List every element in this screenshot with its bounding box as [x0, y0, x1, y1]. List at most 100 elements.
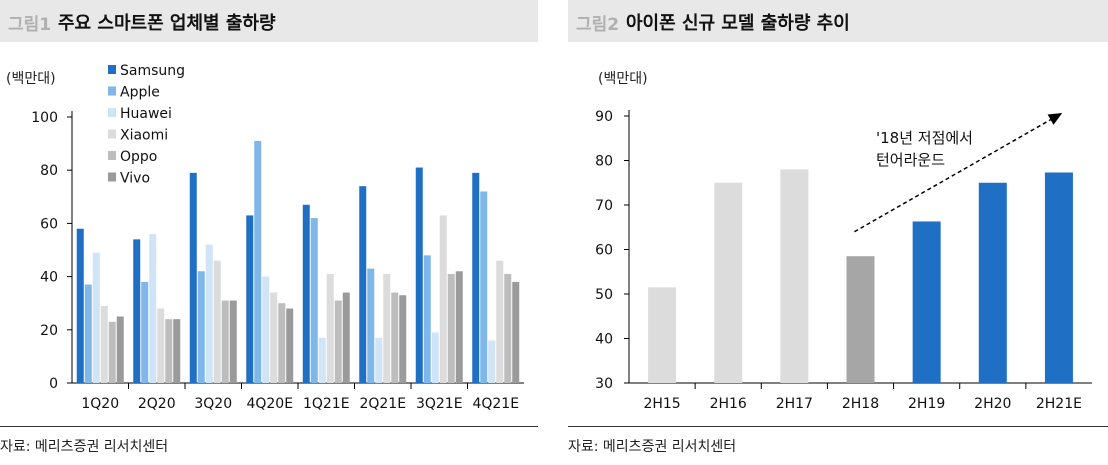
- figure-2-source: 자료: 메리츠증권 리서치센터: [568, 439, 737, 455]
- bar-xiaomi: [100, 305, 108, 383]
- legend-swatch-apple: [108, 86, 116, 96]
- x-tick-label: 1Q20: [81, 396, 119, 412]
- bar-apple: [141, 281, 149, 383]
- y-tick-label: 100: [31, 110, 58, 126]
- bar-xiaomi: [383, 273, 391, 383]
- x-tick-label: 4Q20E: [246, 396, 293, 412]
- y-tick-label: 70: [595, 198, 613, 214]
- y-tick-label: 20: [40, 323, 58, 339]
- bar-2h15: [648, 287, 677, 383]
- figure-1-unit: (백만대): [6, 71, 56, 87]
- bar-samsung: [76, 228, 84, 383]
- figure-1-title-bar: 그림1 주요 스마트폰 업체별 출하량: [0, 0, 538, 42]
- y-tick-label: 30: [595, 376, 613, 392]
- x-tick-label: 3Q20: [194, 396, 232, 412]
- bar-huawei: [375, 337, 383, 383]
- legend-swatch-samsung: [108, 65, 116, 74]
- bar-oppo: [334, 300, 342, 383]
- bar-apple: [197, 271, 205, 383]
- bar-samsung: [359, 186, 367, 383]
- legend-label-huawei: Huawei: [120, 106, 172, 122]
- x-tick-label: 3Q21E: [416, 396, 463, 412]
- bar-oppo: [108, 321, 116, 383]
- bar-vivo: [173, 319, 181, 383]
- bar-apple: [367, 268, 375, 383]
- legend-swatch-oppo: [108, 151, 116, 160]
- y-tick-label: 90: [595, 109, 613, 125]
- annotation-line: '18년 저점에서: [876, 129, 973, 147]
- trend-arrow: [854, 113, 1063, 233]
- x-tick-label: 4Q21E: [472, 396, 519, 412]
- bar-2h21e: [1044, 172, 1073, 383]
- bar-samsung: [133, 239, 141, 383]
- bar-2h18: [846, 256, 875, 383]
- bar-apple: [254, 140, 262, 383]
- figure-2-chart: 30 40 50 60 70 80 90 2H15 2H16 2H17 2H18 2H19 2H20 2H…: [595, 109, 1092, 412]
- bar-apple: [84, 284, 92, 383]
- bar-oppo: [221, 300, 229, 383]
- bar-vivo: [286, 308, 294, 383]
- figure-1-source: 자료: 메리츠증권 리서치센터: [0, 439, 169, 455]
- figure-2-title: 아이폰 신규 모델 출하량 추이: [626, 13, 850, 34]
- bar-vivo: [399, 295, 407, 383]
- figure-1-number: 그림1: [8, 15, 52, 35]
- figure-2-title-bar: 그림2 아이폰 신규 모델 출하량 추이: [568, 0, 1108, 42]
- bar-samsung: [189, 172, 197, 383]
- legend-label-oppo: Oppo: [120, 149, 157, 165]
- bar-samsung: [302, 204, 310, 383]
- x-tick-label: 2Q21E: [359, 396, 406, 412]
- bar-vivo: [229, 300, 237, 383]
- bar-apple: [480, 191, 488, 383]
- bar-huawei: [431, 332, 439, 383]
- bar-huawei: [205, 244, 213, 383]
- bar-samsung: [415, 167, 423, 383]
- x-tick-label: 2H17: [776, 396, 813, 412]
- figure-2-number: 그림2: [576, 15, 620, 35]
- x-tick-label: 2H21E: [1036, 396, 1082, 412]
- legend-label-xiaomi: Xiaomi: [120, 128, 168, 144]
- legend-label-apple: Apple: [120, 85, 160, 101]
- x-tick-label: 2H16: [710, 396, 747, 412]
- bar-huawei: [92, 252, 100, 383]
- x-tick-label: 1Q21E: [303, 396, 350, 412]
- bar-apple: [310, 218, 318, 383]
- bar-vivo: [116, 316, 124, 383]
- x-tick-label: 2H19: [908, 396, 945, 412]
- y-tick-label: 40: [595, 332, 613, 348]
- x-tick-label: 2H20: [974, 396, 1011, 412]
- bar-2h16: [714, 182, 743, 383]
- bar-oppo: [278, 303, 286, 383]
- legend-swatch-xiaomi: [108, 129, 116, 139]
- bar-vivo: [512, 281, 520, 383]
- legend-swatch-huawei: [108, 108, 116, 117]
- bar-2h20: [978, 182, 1007, 383]
- bar-xiaomi: [213, 260, 221, 383]
- bar-2h19: [912, 221, 941, 383]
- y-tick-label: 50: [595, 287, 613, 303]
- x-tick-label: 2H18: [842, 396, 879, 412]
- bar-huawei: [262, 276, 270, 383]
- figure-1-title: 주요 스마트폰 업체별 출하량: [58, 13, 276, 34]
- bar-huawei: [488, 340, 496, 383]
- x-tick-label: 2Q20: [138, 396, 176, 412]
- y-tick-label: 0: [49, 376, 58, 392]
- bar-oppo: [504, 273, 512, 383]
- figure-1-chart: 0 20 40 60 80 100 1Q20 2Q20 3Q20 4Q20E 1Q21E 2Q21E 3…: [31, 63, 524, 412]
- bar-2h17: [780, 169, 809, 383]
- legend-label-vivo: Vivo: [120, 171, 150, 187]
- bar-oppo: [391, 292, 399, 383]
- figure-1-source-divider: [0, 426, 538, 427]
- y-tick-label: 60: [40, 216, 58, 232]
- bar-xiaomi: [439, 215, 447, 383]
- legend-swatch-vivo: [108, 172, 116, 182]
- figure-1-panel: 그림1 주요 스마트폰 업체별 출하량 (백만대) 0 20 40 60 80 100 1Q…: [0, 0, 538, 465]
- bar-huawei: [318, 337, 326, 383]
- figure-2-unit: (백만대): [598, 71, 648, 87]
- y-tick-label: 80: [595, 154, 613, 170]
- bar-xiaomi: [496, 260, 504, 383]
- legend-label-samsung: Samsung: [120, 63, 185, 79]
- bar-vivo: [342, 292, 350, 383]
- y-tick-label: 40: [40, 270, 58, 286]
- y-tick-label: 80: [40, 163, 58, 179]
- y-tick-label: 60: [595, 243, 613, 259]
